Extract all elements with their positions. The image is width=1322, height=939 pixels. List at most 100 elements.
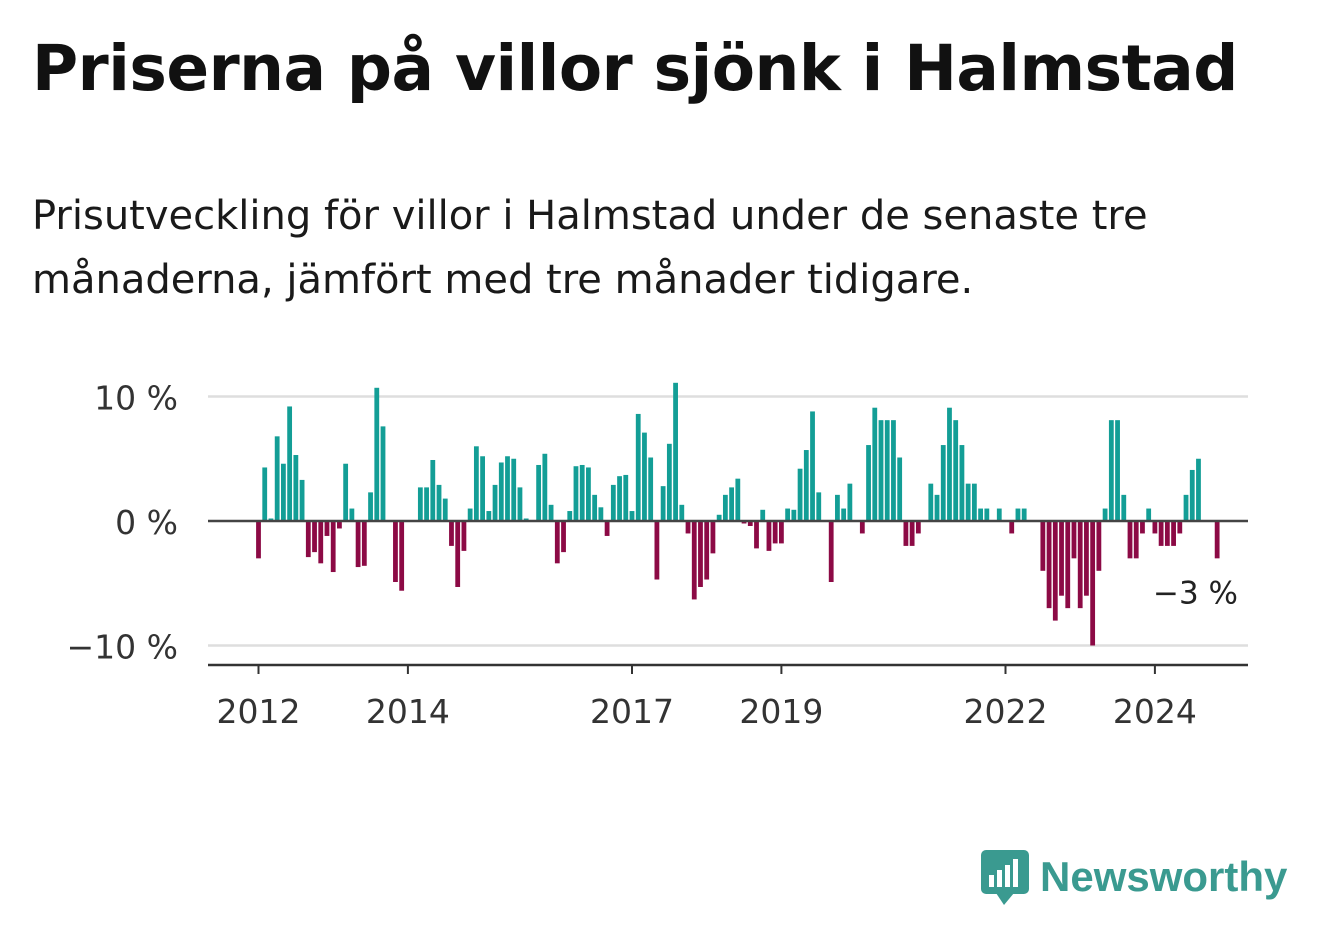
bar — [810, 411, 815, 521]
bar — [928, 484, 933, 521]
bar — [1047, 521, 1052, 608]
bar — [872, 408, 877, 521]
bar — [879, 420, 884, 521]
bar — [611, 485, 616, 521]
bar — [897, 458, 902, 521]
bar — [841, 509, 846, 521]
bar — [381, 426, 386, 521]
bar — [306, 521, 311, 557]
bar — [773, 521, 778, 543]
bar — [605, 521, 610, 536]
bar — [767, 521, 772, 551]
bar — [1115, 420, 1120, 521]
bar — [791, 510, 796, 521]
bar — [617, 476, 622, 521]
bar — [804, 450, 809, 521]
bar — [1140, 521, 1145, 533]
bar — [904, 521, 909, 546]
bar — [256, 521, 261, 558]
bar — [636, 414, 641, 521]
bar — [287, 406, 292, 521]
bar-chart: 10 % 0 % −10 % 2012 2014 2017 2019 2022 2024 −3 % — [0, 360, 1322, 740]
bar — [1065, 521, 1070, 608]
x-tick-label: 2019 — [739, 692, 823, 731]
bar — [785, 509, 790, 521]
bar — [1165, 521, 1170, 546]
bar — [443, 499, 448, 521]
bar — [1084, 521, 1089, 596]
bar — [518, 487, 523, 521]
bar — [343, 464, 348, 521]
x-tick-label: 2014 — [366, 692, 450, 731]
chart-subtitle: Prisutveckling för villor i Halmstad und… — [32, 184, 1262, 312]
bar — [960, 445, 965, 521]
bar — [698, 521, 703, 587]
bar — [1072, 521, 1077, 558]
bar — [1022, 509, 1027, 521]
bar — [1146, 509, 1151, 521]
brand-name: Newsworthy — [1040, 853, 1287, 901]
bar — [374, 388, 379, 521]
bar — [1184, 495, 1189, 521]
bar — [349, 509, 354, 521]
bar — [984, 509, 989, 521]
bar — [630, 511, 635, 521]
bar — [953, 420, 958, 521]
bar — [1053, 521, 1058, 621]
bar — [835, 495, 840, 521]
bar — [1090, 521, 1095, 646]
bar — [505, 456, 510, 521]
bar — [555, 521, 560, 563]
bar — [798, 469, 803, 521]
bar — [779, 521, 784, 543]
bar — [729, 487, 734, 521]
bar — [567, 511, 572, 521]
x-tick-label: 2024 — [1113, 692, 1197, 731]
bar — [574, 466, 579, 521]
bar — [1078, 521, 1083, 608]
bar — [655, 521, 660, 580]
bar — [275, 436, 280, 521]
bar — [916, 521, 921, 533]
bar — [1134, 521, 1139, 558]
bar — [692, 521, 697, 599]
bar — [1190, 470, 1195, 521]
bar — [910, 521, 915, 546]
bar — [592, 495, 597, 521]
bar — [281, 464, 286, 521]
x-tick-label: 2022 — [964, 692, 1048, 731]
bar — [293, 455, 298, 521]
bar — [754, 521, 759, 548]
bar — [462, 521, 467, 551]
bar — [430, 460, 435, 521]
bar — [966, 484, 971, 521]
bar — [866, 445, 871, 521]
bar — [891, 420, 896, 521]
bar — [474, 446, 479, 521]
bar — [331, 521, 336, 572]
bar — [1153, 521, 1158, 533]
bar — [711, 521, 716, 553]
bar — [829, 521, 834, 582]
bar — [393, 521, 398, 582]
bar — [673, 383, 678, 521]
bar — [661, 486, 666, 521]
bar — [735, 479, 740, 521]
bar — [368, 492, 373, 521]
bar — [667, 444, 672, 521]
y-tick-label: −10 % — [67, 628, 179, 667]
bar — [1121, 495, 1126, 521]
bar — [947, 408, 952, 521]
y-tick-label: 0 % — [115, 503, 178, 542]
bar — [847, 484, 852, 521]
bar — [437, 485, 442, 521]
bar — [325, 521, 330, 536]
bar — [262, 467, 267, 521]
chart-title: Priserna på villor sjönk i Halmstad — [32, 34, 1238, 103]
bar — [586, 467, 591, 521]
bar — [486, 511, 491, 521]
bar — [1177, 521, 1182, 533]
bar — [455, 521, 460, 587]
bar — [978, 509, 983, 521]
last-value-label: −3 % — [1153, 575, 1238, 611]
